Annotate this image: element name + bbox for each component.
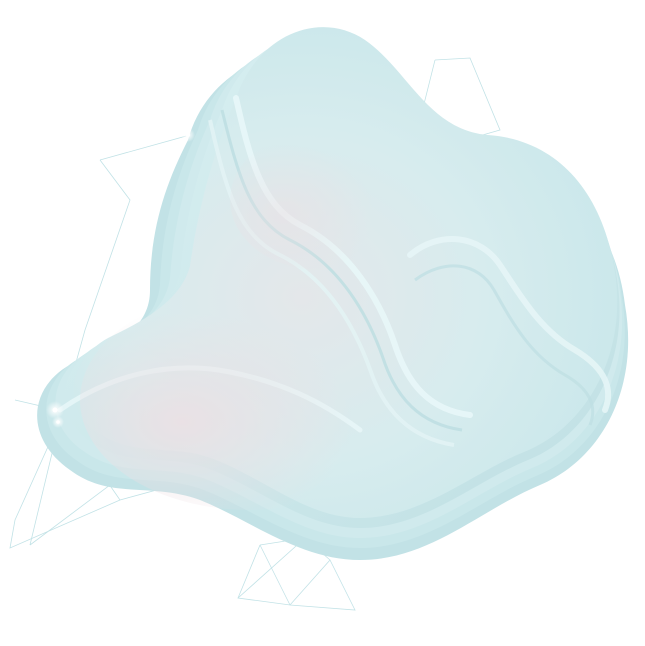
sparkle-icon (56, 420, 60, 424)
pink-tint-upper (230, 130, 410, 270)
sparkle-icon (52, 407, 58, 413)
fluid-shape-layers (37, 27, 629, 561)
pink-tint (80, 290, 420, 510)
sparkle-icon (186, 133, 190, 137)
fold-ridge-right (407, 236, 612, 413)
fold-ridge-right-inner (414, 264, 595, 426)
sparkles (46, 128, 195, 428)
